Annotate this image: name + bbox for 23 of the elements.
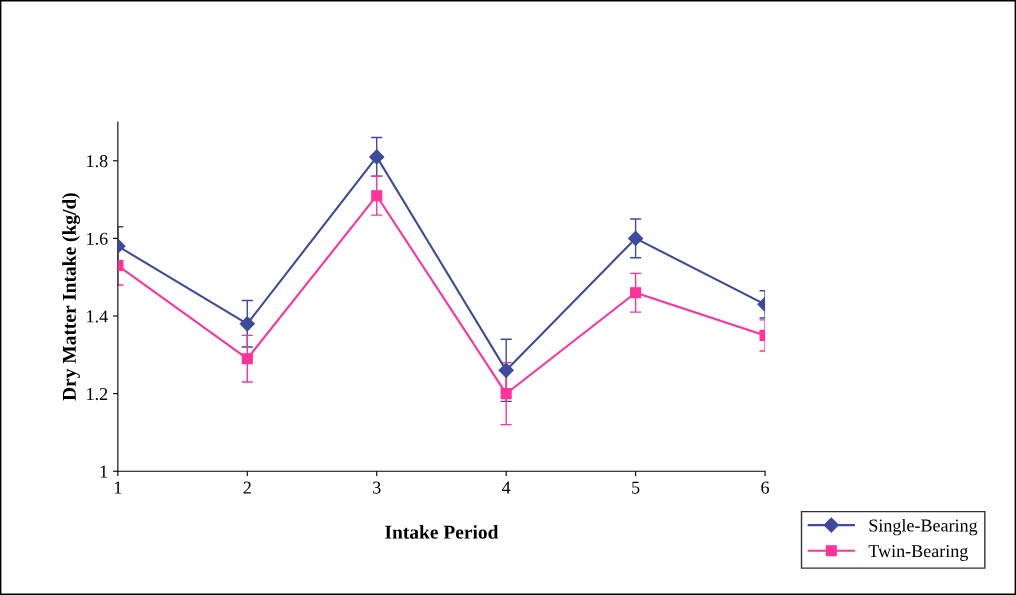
x-axis-title: Intake Period xyxy=(385,525,499,539)
legend-label: Twin-Bearing xyxy=(868,545,968,561)
point xyxy=(498,362,514,378)
y-axis-title: Dry Matter Intake (kg/d) xyxy=(62,193,81,401)
x-tick-label: 5 xyxy=(632,481,640,494)
x-tick-label: 6 xyxy=(761,481,770,494)
point xyxy=(628,230,644,246)
point xyxy=(241,353,253,365)
point xyxy=(239,316,255,332)
point xyxy=(371,190,383,202)
y-tick-label: 1.2 xyxy=(87,387,108,401)
x-tick-label: 3 xyxy=(373,481,381,494)
point xyxy=(630,287,642,299)
x-tick-label: 1 xyxy=(114,481,122,494)
point xyxy=(500,388,512,400)
point xyxy=(369,149,385,165)
y-tick-label: 1 xyxy=(100,465,108,478)
x-tick-label: 4 xyxy=(502,481,511,494)
y-tick-label: 1.6 xyxy=(87,232,108,245)
legend-label: Single-Bearing xyxy=(869,518,978,536)
y-tick-label: 1.8 xyxy=(87,155,108,168)
y-tick-label: 1.4 xyxy=(87,310,108,323)
x-tick-label: 2 xyxy=(243,481,251,494)
